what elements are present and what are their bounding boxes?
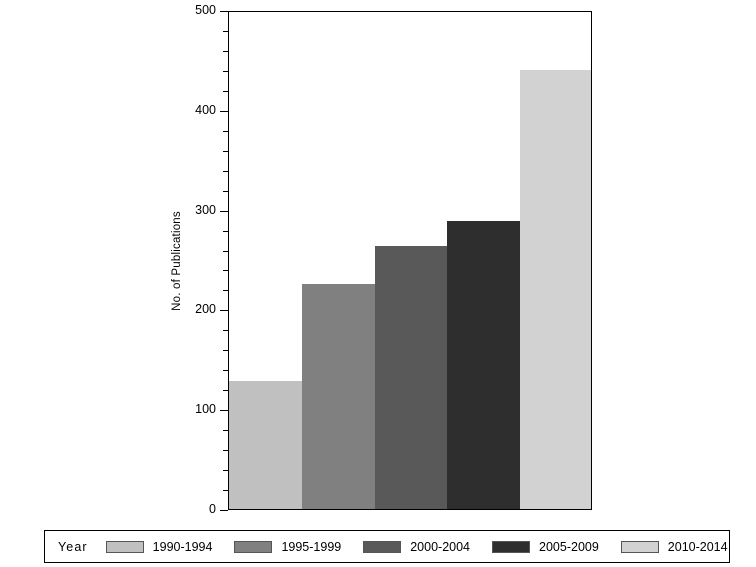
bar-2000-2004 xyxy=(374,245,448,509)
y-tick-500 xyxy=(220,11,228,12)
y-minor-tick xyxy=(223,490,228,492)
y-minor-tick xyxy=(223,350,228,352)
y-minor-tick xyxy=(223,90,228,92)
y-minor-tick xyxy=(223,50,228,52)
y-minor-tick xyxy=(223,230,228,232)
y-minor-tick xyxy=(223,330,228,332)
legend-swatch-2000-2004 xyxy=(363,540,402,553)
y-tick-100 xyxy=(220,410,228,412)
legend-swatch-2005-2009 xyxy=(492,540,531,553)
y-axis-ticks xyxy=(219,0,228,567)
legend-swatch-1995-1999 xyxy=(234,540,273,553)
plot-frame xyxy=(228,11,592,510)
y-minor-tick xyxy=(223,190,228,192)
y-tick-400 xyxy=(220,110,228,112)
y-tick-label-400: 400 xyxy=(195,102,216,117)
y-tick-200 xyxy=(220,310,228,312)
legend-title: Year xyxy=(58,539,88,554)
y-minor-tick xyxy=(223,290,228,292)
y-tick-label-300: 300 xyxy=(195,202,216,217)
y-tick-label-0: 0 xyxy=(209,502,216,516)
y-minor-tick xyxy=(223,250,228,252)
legend-swatch-1990-1994 xyxy=(105,540,144,553)
y-axis-title-text: No. of Publications xyxy=(171,210,183,311)
y-minor-tick xyxy=(223,270,228,272)
legend-entry-1990-1994: 1990-1994 xyxy=(105,539,213,554)
legend-label-2000-2004: 2000-2004 xyxy=(410,539,471,554)
legend: Year 1990-1994 1995-1999 2000-2004 2005-200… xyxy=(44,530,730,563)
legend-label-2010-2014: 2010-2014 xyxy=(667,539,728,554)
y-tick-0 xyxy=(220,510,228,511)
y-axis-title: No. of Publications xyxy=(168,11,186,510)
y-minor-tick xyxy=(223,170,228,172)
legend-entry-2000-2004: 2000-2004 xyxy=(363,540,470,554)
bar-1995-1999 xyxy=(301,284,375,509)
plot-area xyxy=(229,12,591,509)
legend-label-2005-2009: 2005-2009 xyxy=(539,539,599,554)
bar-1990-1994 xyxy=(229,381,302,509)
y-axis-tick-labels: 500 400 300 200 100 0 xyxy=(150,0,216,567)
y-minor-tick xyxy=(223,130,228,132)
legend-items: 1990-1994 1995-1999 2000-2004 2005-2009 2010… xyxy=(105,539,750,554)
legend-swatch-2010-2014 xyxy=(620,540,659,553)
legend-label-1995-1999: 1995-1999 xyxy=(281,539,342,554)
y-minor-tick xyxy=(223,430,228,432)
y-minor-tick xyxy=(223,150,228,152)
y-tick-label-500: 500 xyxy=(195,3,216,17)
y-minor-tick xyxy=(223,470,228,472)
y-minor-tick xyxy=(223,370,228,372)
y-tick-300 xyxy=(220,210,228,212)
bar-2010-2014 xyxy=(520,69,591,509)
bar-2005-2009 xyxy=(447,220,521,509)
legend-entry-1995-1999: 1995-1999 xyxy=(234,540,341,554)
legend-entry-2010-2014: 2010-2014 xyxy=(620,539,728,554)
y-minor-tick xyxy=(223,70,228,72)
legend-label-1990-1994: 1990-1994 xyxy=(152,539,213,554)
y-minor-tick xyxy=(223,390,228,392)
y-tick-label-200: 200 xyxy=(195,302,216,317)
y-minor-tick xyxy=(223,30,228,32)
legend-entry-2005-2009: 2005-2009 xyxy=(492,540,599,554)
y-minor-tick xyxy=(223,450,228,452)
y-tick-label-100: 100 xyxy=(195,402,216,417)
